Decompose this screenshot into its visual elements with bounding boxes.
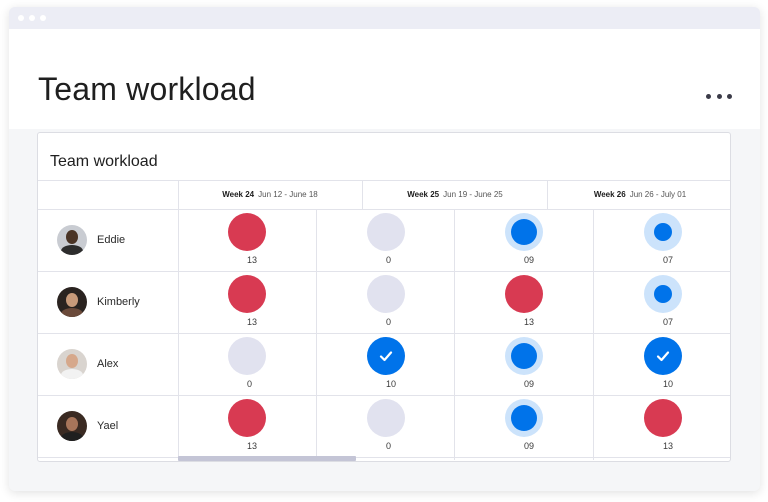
capacity-indicator xyxy=(505,399,543,437)
avatar xyxy=(57,349,87,379)
week-header: Week 25 Jun 19 - June 25 xyxy=(363,180,547,209)
week-range: Jun 26 - July 01 xyxy=(629,190,687,199)
workload-value: 10 xyxy=(386,379,397,389)
week-label: Week 26 xyxy=(593,190,626,199)
capacity-indicator xyxy=(644,275,682,313)
workload-cell[interactable]: 07 xyxy=(594,209,730,271)
workload-value: 07 xyxy=(663,317,674,327)
person-name: Yael xyxy=(97,420,119,432)
workload-value: 0 xyxy=(386,317,392,327)
person-name: Kimberly xyxy=(97,296,140,308)
avatar xyxy=(57,287,87,317)
workload-value: 09 xyxy=(524,379,535,389)
person-name: Alex xyxy=(97,358,119,370)
week-header: Week 26 Jun 26 - July 01 xyxy=(548,180,730,209)
workload-cell[interactable]: 13 xyxy=(594,395,730,457)
window-dot-icon xyxy=(29,15,35,21)
workload-cell[interactable]: 07 xyxy=(594,271,730,333)
overloaded-indicator xyxy=(228,399,266,437)
workload-cell[interactable]: 13 xyxy=(178,271,316,333)
workload-cell[interactable]: 10 xyxy=(594,333,730,395)
check-icon xyxy=(367,337,405,375)
widget-title: Team workload xyxy=(50,153,158,170)
overloaded-indicator xyxy=(228,275,266,313)
empty-indicator xyxy=(367,213,405,251)
page-header: Team workload xyxy=(9,29,760,129)
week-range: Jun 12 - June 18 xyxy=(258,190,318,199)
capacity-indicator xyxy=(644,213,682,251)
workload-value: 09 xyxy=(524,441,535,451)
workload-cell[interactable]: 09 xyxy=(455,209,593,271)
workload-cell[interactable]: 13 xyxy=(455,271,593,333)
person-row-eddie[interactable]: Eddie xyxy=(38,209,178,271)
empty-indicator xyxy=(367,399,405,437)
workload-value: 09 xyxy=(524,255,535,265)
person-row-alex[interactable]: Alex xyxy=(38,333,178,395)
person-row-kimberly[interactable]: Kimberly xyxy=(38,271,178,333)
workload-value: 13 xyxy=(247,255,258,265)
workload-grid: Week 24 Jun 12 - June 18 Week 25 Jun 19 … xyxy=(38,180,730,461)
workload-cell[interactable]: 09 xyxy=(455,395,593,457)
window-dot-icon xyxy=(40,15,46,21)
overloaded-indicator xyxy=(505,275,543,313)
workload-value: 10 xyxy=(663,379,674,389)
workload-cell[interactable]: 0 xyxy=(317,209,455,271)
workload-cell[interactable]: 13 xyxy=(178,395,316,457)
person-name: Eddie xyxy=(97,234,126,246)
horizontal-scrollbar[interactable] xyxy=(178,456,356,461)
workload-cell[interactable]: 0 xyxy=(317,271,455,333)
workload-value: 07 xyxy=(663,255,674,265)
capacity-indicator xyxy=(505,213,543,251)
check-icon xyxy=(644,337,682,375)
overloaded-indicator xyxy=(644,399,682,437)
week-range: Jun 19 - June 25 xyxy=(443,190,503,199)
week-label: Week 25 xyxy=(407,190,440,199)
window-dot-icon xyxy=(18,15,24,21)
week-label: Week 24 xyxy=(222,190,255,199)
workload-cell[interactable]: 0 xyxy=(317,395,455,457)
more-horizontal-icon[interactable] xyxy=(706,91,732,101)
week-header: Week 24 Jun 12 - June 18 xyxy=(178,180,362,209)
app-window: Team workload Team workload Week 24 J xyxy=(9,7,760,491)
workload-value: 0 xyxy=(386,255,392,265)
workload-value: 0 xyxy=(386,441,392,451)
avatar xyxy=(57,225,87,255)
avatar xyxy=(57,411,87,441)
page-title: Team workload xyxy=(38,71,256,107)
overloaded-indicator xyxy=(228,213,266,251)
workload-cell[interactable]: 13 xyxy=(178,209,316,271)
workload-value: 13 xyxy=(524,317,535,327)
person-row-yael[interactable]: Yael xyxy=(38,395,178,457)
window-titlebar xyxy=(9,7,760,29)
workload-value: 13 xyxy=(663,441,674,451)
empty-indicator xyxy=(228,337,266,375)
empty-indicator xyxy=(367,275,405,313)
capacity-indicator xyxy=(505,337,543,375)
workload-value: 0 xyxy=(247,379,253,389)
workload-widget: Team workload Week 24 Jun 12 - June 18 W… xyxy=(37,132,731,462)
workload-cell[interactable]: 10 xyxy=(317,333,455,395)
workload-cell[interactable]: 0 xyxy=(178,333,316,395)
workload-value: 13 xyxy=(247,317,258,327)
workload-cell[interactable]: 09 xyxy=(455,333,593,395)
workload-value: 13 xyxy=(247,441,258,451)
